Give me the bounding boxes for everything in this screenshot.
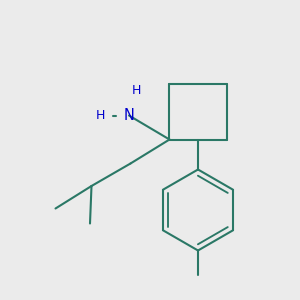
Text: N: N	[124, 108, 134, 123]
Text: H: H	[96, 109, 105, 122]
Text: H: H	[132, 83, 141, 97]
